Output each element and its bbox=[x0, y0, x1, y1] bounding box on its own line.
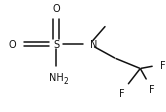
Text: N: N bbox=[90, 40, 97, 50]
Text: F: F bbox=[149, 84, 155, 94]
Text: O: O bbox=[53, 4, 60, 13]
Text: O: O bbox=[8, 40, 16, 50]
Text: NH: NH bbox=[49, 73, 64, 83]
Text: 2: 2 bbox=[63, 76, 68, 85]
Text: F: F bbox=[160, 61, 166, 70]
Text: F: F bbox=[119, 88, 124, 98]
Text: S: S bbox=[53, 40, 59, 50]
